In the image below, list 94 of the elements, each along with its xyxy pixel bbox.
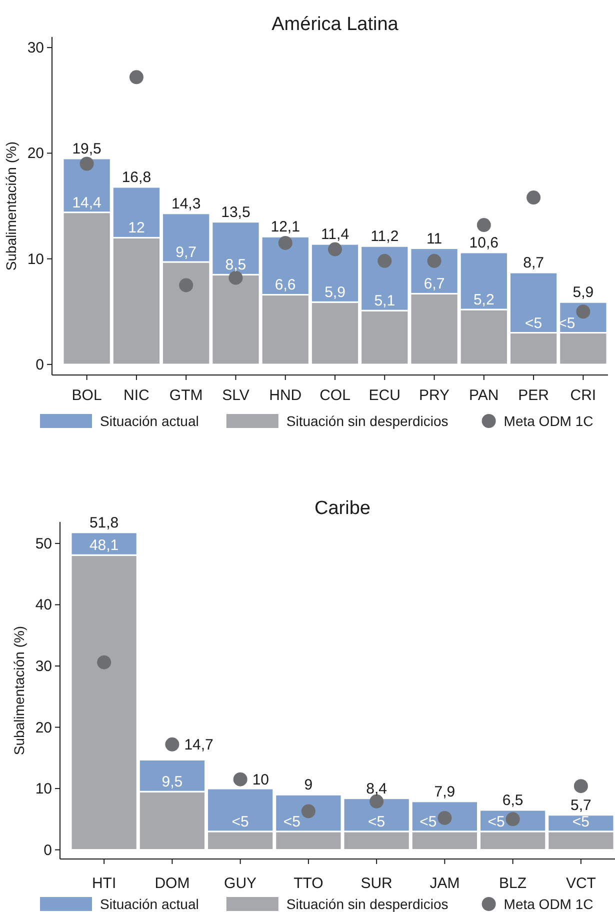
- total-label: 11,2: [370, 228, 399, 246]
- total-label: 5,7: [570, 796, 592, 814]
- total-label: 8,7: [523, 254, 544, 272]
- x-tick-label: VCT: [566, 875, 596, 892]
- y-tick-label: 20: [35, 719, 52, 736]
- x-tick-label: GTM: [169, 387, 203, 404]
- data-label: 8,5: [225, 256, 246, 274]
- x-tick-label: COL: [320, 387, 350, 404]
- x-tick-label: PER: [518, 387, 550, 404]
- data-label: 14,4: [72, 194, 102, 212]
- total-label: 11: [426, 230, 442, 248]
- data-label: 12: [128, 220, 145, 237]
- point: [526, 190, 541, 205]
- x-tick-label: GUY: [224, 875, 257, 892]
- x-tick-label: HND: [269, 387, 302, 404]
- point: [574, 779, 588, 794]
- x-tick-label: CRI: [570, 387, 596, 404]
- point: [301, 804, 316, 818]
- x-tick-label: ECU: [368, 387, 400, 404]
- x-tick-label: BOL: [72, 387, 102, 404]
- y-tick-label: 0: [44, 842, 52, 859]
- x-tick-label: NIC: [124, 387, 150, 404]
- point: [129, 70, 144, 84]
- y-tick-label: 10: [35, 780, 52, 798]
- y-tick-label: 30: [27, 40, 44, 57]
- total-label: 6,5: [502, 792, 524, 809]
- data-label: 5,2: [473, 292, 494, 309]
- total-label: 11,4: [320, 226, 350, 244]
- y-axis-title: Subalimentación (%): [3, 141, 19, 271]
- point: [233, 772, 248, 786]
- total-label: 13,5: [221, 204, 250, 221]
- x-tick-label: TTO: [294, 875, 324, 892]
- legend-label: Meta ODM 1C: [504, 896, 594, 912]
- point: [179, 278, 194, 292]
- y-axis-title: Subalimentación (%): [11, 626, 27, 756]
- y-tick-label: 10: [27, 250, 44, 268]
- point: [506, 812, 520, 826]
- total-label: 7,9: [434, 783, 456, 800]
- data-label: <5: [368, 813, 386, 830]
- point: [228, 270, 243, 285]
- chart-title: América Latina: [272, 14, 399, 35]
- total-label: 51,8: [89, 514, 119, 532]
- legend-label: Meta ODM 1C: [504, 413, 594, 429]
- legend-label: Situación actual: [100, 413, 199, 429]
- point: [438, 810, 452, 825]
- x-tick-label: PRY: [418, 387, 450, 404]
- total-label: 19,5: [72, 140, 102, 158]
- total-label: 5,9: [572, 284, 594, 302]
- data-label: <5: [488, 813, 505, 830]
- total-label: 8,4: [366, 780, 387, 798]
- total-label: 12,1: [270, 218, 300, 236]
- total-label: 10,6: [469, 234, 499, 252]
- point: [97, 655, 112, 670]
- total-label: 14,3: [171, 195, 201, 212]
- x-tick-label: HTI: [92, 875, 116, 892]
- data-label: 9,5: [162, 774, 183, 791]
- y-tick-label: 0: [36, 356, 44, 374]
- x-tick-label: JAM: [430, 875, 460, 892]
- data-label: 9,7: [176, 244, 197, 261]
- x-tick-label: BLZ: [499, 875, 527, 892]
- x-tick-label: SLV: [222, 387, 250, 404]
- data-label: <5: [524, 314, 542, 332]
- data-label: 6,6: [274, 276, 296, 294]
- point: [427, 254, 442, 268]
- point: [278, 236, 292, 250]
- total-label: 14,7: [184, 736, 214, 754]
- data-label: <5: [420, 813, 437, 830]
- point: [165, 737, 180, 752]
- data-label: <5: [232, 813, 249, 830]
- y-tick-label: 50: [35, 535, 52, 552]
- legend-label: Situación sin desperdicios: [286, 896, 448, 912]
- data-label: 5,1: [374, 292, 396, 310]
- y-tick-label: 30: [35, 658, 52, 675]
- data-label: <5: [283, 813, 300, 830]
- data-label: 6,7: [424, 276, 445, 293]
- data-label: 5,9: [324, 284, 346, 302]
- legend-label: Situación sin desperdicios: [286, 413, 448, 429]
- y-tick-label: 40: [35, 596, 52, 614]
- total-label: 9: [304, 776, 313, 794]
- x-tick-label: PAN: [469, 387, 499, 404]
- y-tick-label: 20: [27, 145, 44, 162]
- point: [328, 242, 342, 256]
- x-tick-label: DOM: [154, 875, 190, 892]
- data-label: <5: [572, 813, 590, 830]
- data-label: 48,1: [89, 537, 119, 554]
- chart-title: Caribe: [314, 498, 370, 519]
- total-label: 10: [252, 771, 269, 788]
- x-tick-label: SUR: [360, 875, 393, 892]
- point: [378, 254, 392, 268]
- point: [476, 218, 491, 232]
- point: [80, 156, 94, 171]
- legend-label: Situación actual: [100, 896, 199, 912]
- data-label: <5: [558, 314, 576, 332]
- total-label: 16,8: [122, 168, 152, 186]
